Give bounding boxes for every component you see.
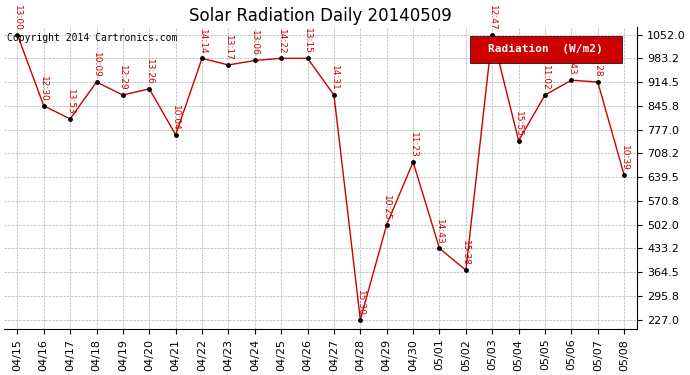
Text: 13:15: 13:15 <box>303 28 312 54</box>
FancyBboxPatch shape <box>470 36 622 63</box>
Text: 10:39: 10:39 <box>620 145 629 171</box>
Text: 14:14: 14:14 <box>197 28 206 54</box>
Text: Radiation  (W/m2): Radiation (W/m2) <box>488 44 603 54</box>
Text: 13:06: 13:06 <box>250 30 259 56</box>
Text: 13:26: 13:26 <box>145 59 154 85</box>
Text: 15:30: 15:30 <box>356 290 365 315</box>
Text: 13:53: 13:53 <box>66 89 75 115</box>
Text: 12:29: 12:29 <box>119 65 128 91</box>
Text: 15:38: 15:38 <box>462 240 471 266</box>
Title: Solar Radiation Daily 20140509: Solar Radiation Daily 20140509 <box>189 7 452 25</box>
Text: 11:23: 11:23 <box>408 132 417 158</box>
Text: 10:25: 10:25 <box>382 195 391 220</box>
Text: Copyright 2014 Cartronics.com: Copyright 2014 Cartronics.com <box>8 33 178 43</box>
Text: 15:55: 15:55 <box>514 111 523 136</box>
Text: 12:30: 12:30 <box>39 76 48 102</box>
Text: 10:09: 10:09 <box>92 52 101 78</box>
Text: 14:31: 14:31 <box>329 65 339 91</box>
Text: 14:22: 14:22 <box>277 28 286 54</box>
Text: 11:02: 11:02 <box>540 65 549 91</box>
Text: 13:00: 13:00 <box>13 4 22 30</box>
Text: 12:47: 12:47 <box>488 5 497 30</box>
Text: 10:04: 10:04 <box>171 105 180 130</box>
Text: 13:17: 13:17 <box>224 35 233 61</box>
Text: 14:43: 14:43 <box>435 219 444 244</box>
Text: 12:43: 12:43 <box>567 50 576 76</box>
Text: 14:28: 14:28 <box>593 52 602 78</box>
